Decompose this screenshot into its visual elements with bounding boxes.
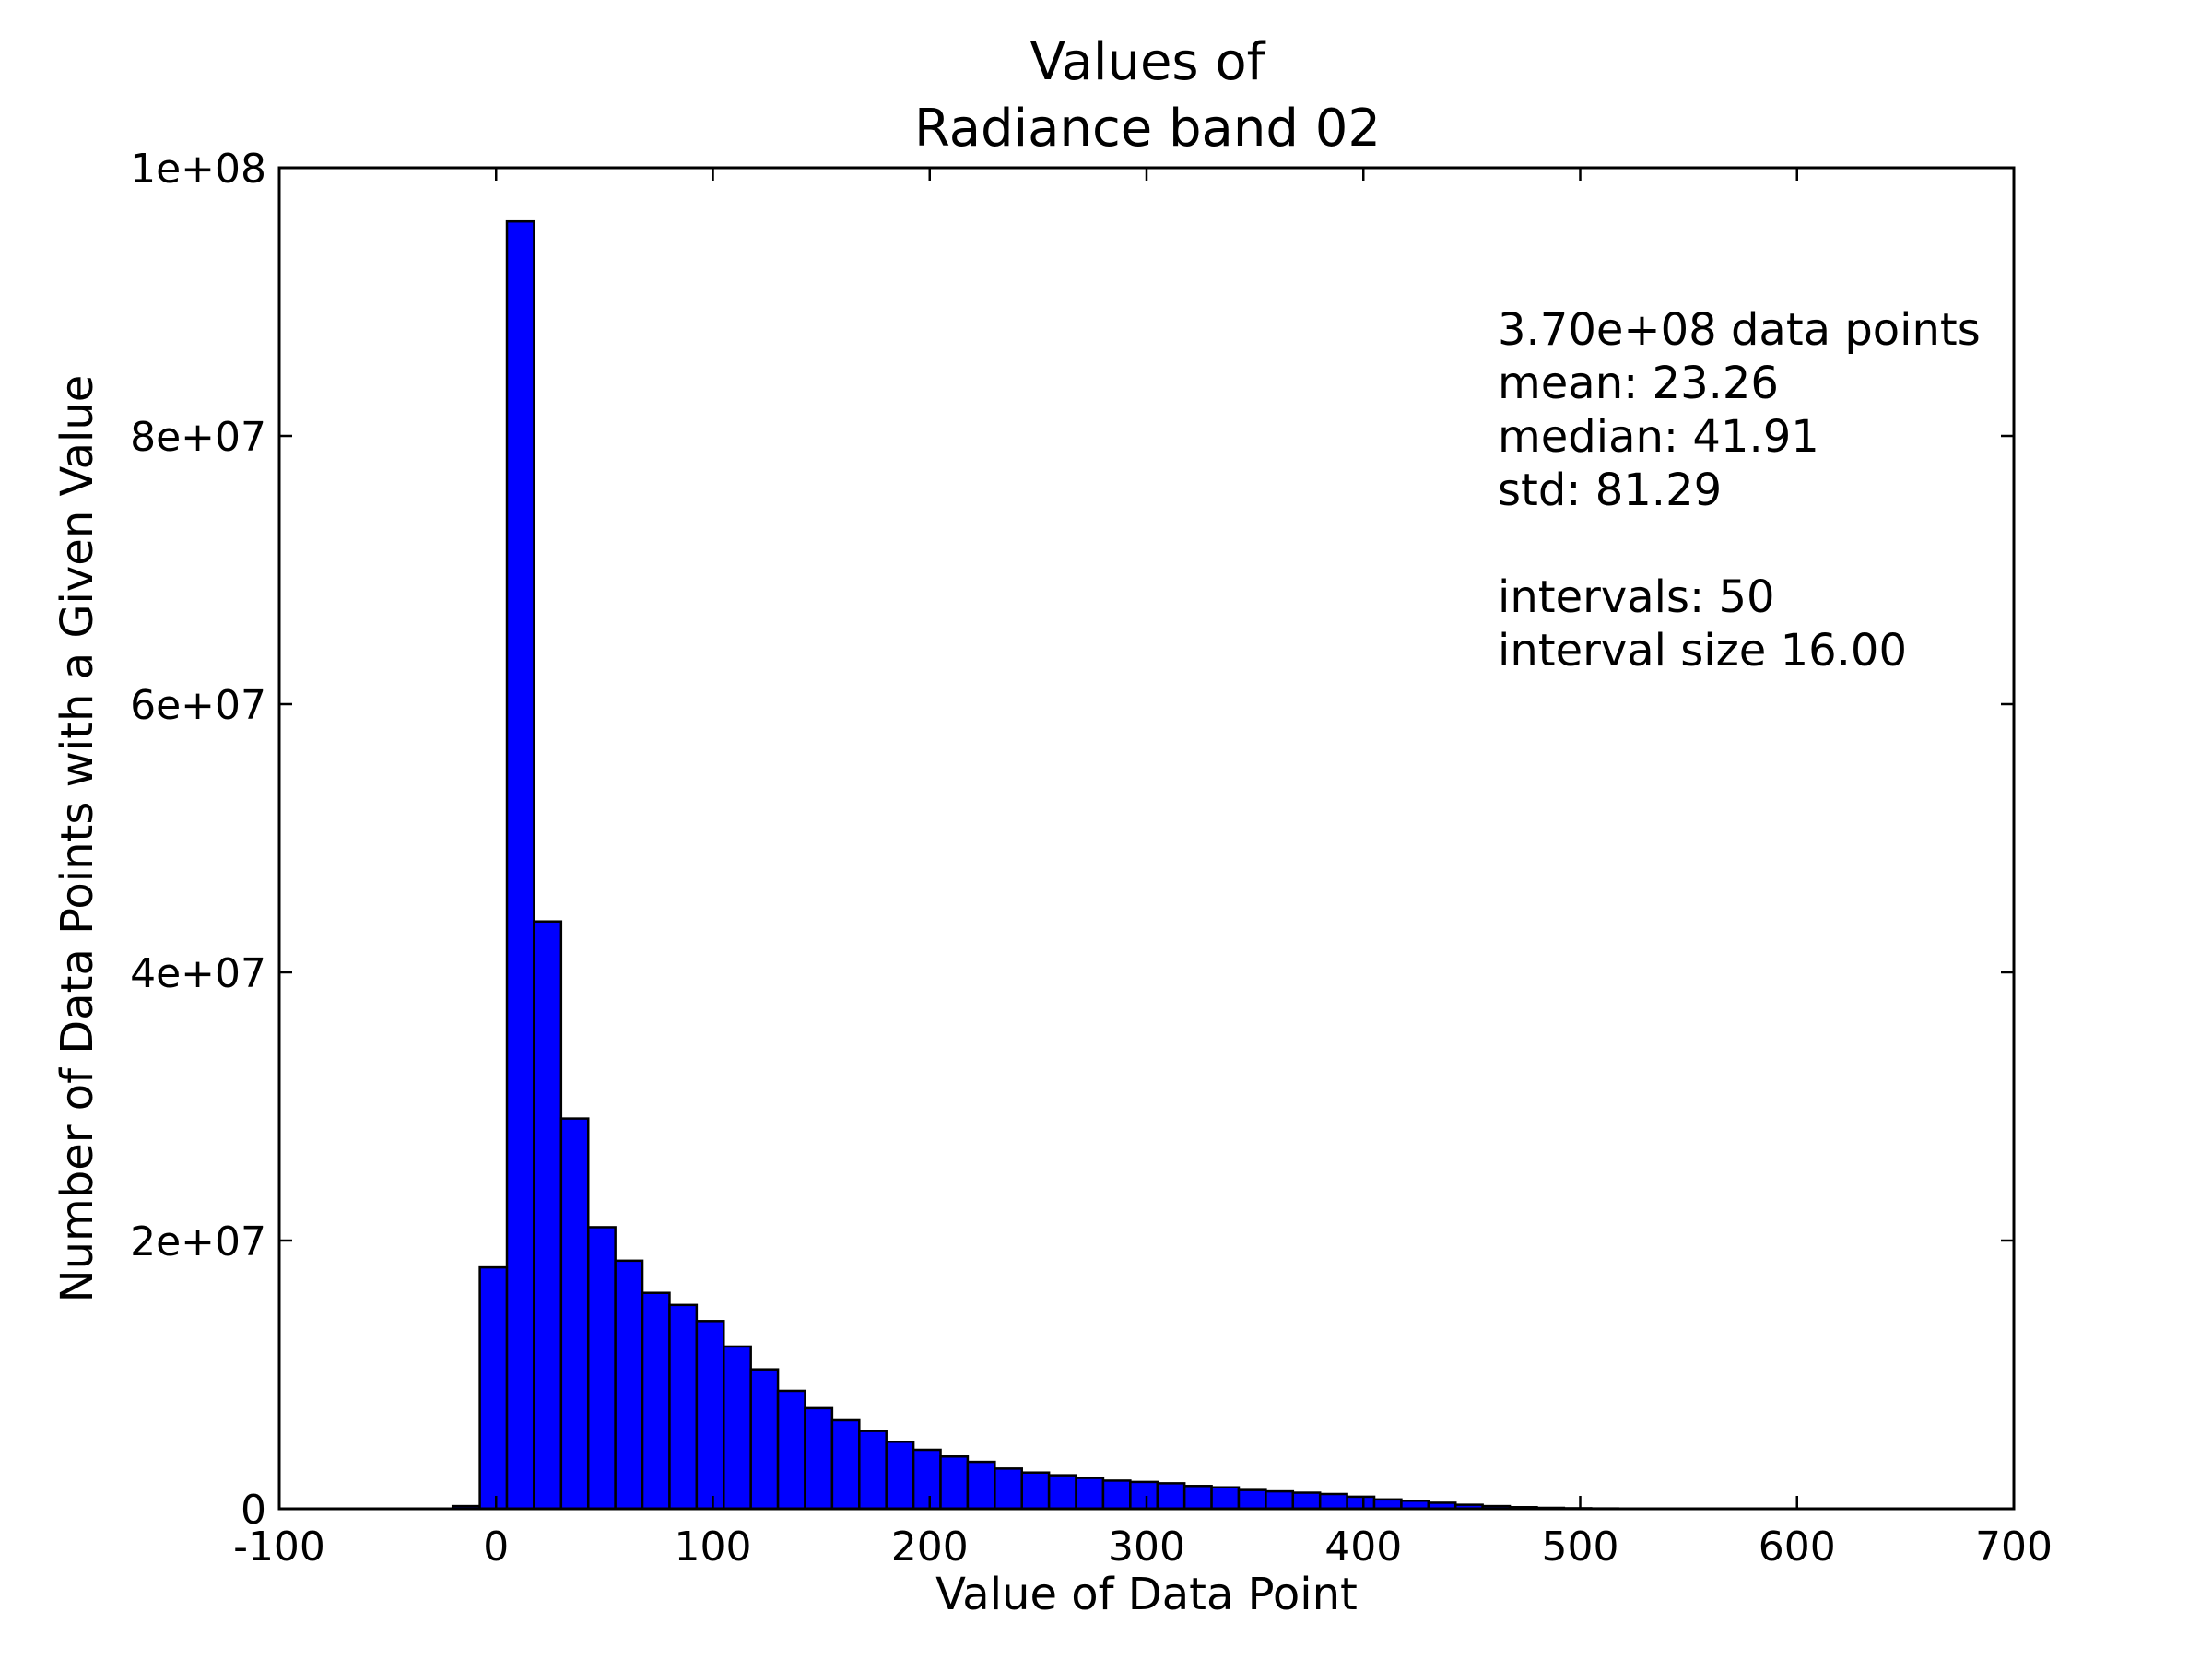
histogram-bar [641, 1291, 671, 1511]
x-tick-label: -100 [233, 1524, 325, 1571]
y-tick-label: 0 [241, 1487, 266, 1534]
histogram-bar [1318, 1492, 1348, 1511]
x-tick-label: 500 [1542, 1524, 1619, 1571]
histogram-bar [505, 219, 535, 1511]
y-tick-label: 2e+07 [130, 1218, 266, 1265]
x-tick-label: 300 [1108, 1524, 1185, 1571]
histogram-bar [1346, 1495, 1376, 1511]
stat-std: std: 81.29 [1498, 465, 1722, 516]
stat-mean: mean: 23.26 [1498, 358, 1779, 409]
stat-median: median: 41.91 [1498, 411, 1819, 463]
histogram-bar [478, 1265, 509, 1511]
x-axis-label: Value of Data Point [935, 1569, 1358, 1620]
histogram-bar [614, 1259, 644, 1511]
stat-interval-size: interval size 16.00 [1498, 625, 1907, 677]
histogram-bar [776, 1389, 806, 1511]
histogram-bar [1156, 1482, 1186, 1511]
stat-data-points: 3.70e+08 data points [1498, 304, 1981, 356]
histogram-bar [912, 1448, 942, 1511]
stats-annotation: 3.70e+08 data points mean: 23.26 median:… [1498, 304, 1981, 677]
y-tick-label: 6e+07 [130, 682, 266, 729]
histogram-bar [858, 1430, 888, 1511]
plot-frame [277, 166, 2016, 1511]
histogram-bar [533, 920, 563, 1511]
histogram-bar [723, 1345, 752, 1511]
x-tick-label: 200 [891, 1524, 969, 1571]
histogram-bar [749, 1368, 780, 1511]
histogram-bar [939, 1455, 970, 1511]
histogram-bar [586, 1226, 617, 1511]
x-tick-labels: -100 0 100 200 300 400 500 600 700 [233, 1524, 2053, 1571]
histogram-bar [1210, 1486, 1241, 1511]
histogram-bar [1129, 1480, 1159, 1511]
chart-title-line-2: Radiance band 02 [914, 99, 1381, 159]
histogram-bar [885, 1441, 915, 1511]
histogram-bar [804, 1406, 834, 1511]
histogram-bar [1047, 1474, 1077, 1511]
x-tick-label: 700 [1975, 1524, 2053, 1571]
histogram-bar [1372, 1498, 1403, 1511]
histogram-bar [966, 1460, 996, 1511]
histogram-bar [1237, 1488, 1267, 1511]
chart-title-line-1: Values of [1030, 32, 1266, 92]
y-axis-label: Number of Data Points with a Given Value [52, 375, 103, 1303]
x-tick-label: 100 [675, 1524, 752, 1571]
histogram-bar [1101, 1479, 1132, 1511]
histogram-bar [668, 1303, 699, 1511]
y-tick-label: 8e+07 [130, 414, 266, 461]
histogram-bar [830, 1418, 861, 1511]
y-tick-label: 1e+08 [130, 146, 266, 193]
histogram-bar [1020, 1471, 1051, 1511]
histogram-bar [695, 1320, 725, 1511]
histogram-bar [1075, 1477, 1105, 1511]
histogram-bar [559, 1117, 590, 1511]
histogram-bar [994, 1467, 1023, 1511]
stat-intervals: intervals: 50 [1498, 571, 1775, 623]
x-tick-label: 400 [1324, 1524, 1402, 1571]
histogram-bar [1265, 1489, 1295, 1511]
y-tick-label: 4e+07 [130, 950, 266, 997]
y-tick-labels: 0 2e+07 4e+07 6e+07 8e+07 1e+08 [130, 146, 266, 1534]
x-tick-label: 0 [483, 1524, 509, 1571]
x-tick-label: 600 [1759, 1524, 1836, 1571]
histogram-bars [451, 219, 1809, 1511]
histogram-bar [1182, 1485, 1213, 1511]
histogram-bar [1291, 1491, 1322, 1511]
